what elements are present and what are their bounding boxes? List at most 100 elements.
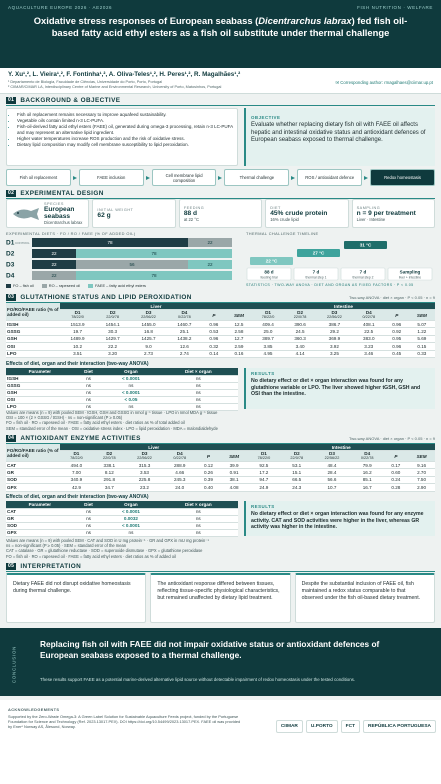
- card-value: 88 d: [183, 209, 198, 217]
- design-card: SAMPLING n = 9 per treatment Liver · Intes…: [351, 199, 436, 228]
- heading: EXPERIMENTAL DESIGN: [20, 190, 104, 197]
- design-card: DIET 45% crude protein 16% crude lipid: [265, 199, 349, 228]
- timeline-step: [293, 267, 339, 281]
- section-number: 01: [6, 97, 17, 104]
- parameter: GSH: [6, 335, 60, 344]
- timeline-step: [340, 267, 386, 281]
- interpretation-cards: Dietary FAEE did not disrupt oxidative h…: [6, 573, 435, 623]
- cell: 24.9: [247, 483, 281, 492]
- bullet-list: Fish oil replacement remains necessary t…: [7, 109, 237, 148]
- data-row: GSH 1489.9 1429.7 1425.7 1438.2 0.96 12.7 389.7…: [6, 335, 435, 344]
- diet-name: D1: [265, 310, 271, 315]
- diet-ratio: 0/22/78: [178, 315, 191, 319]
- statistics: STATISTICS · TWO-WAY ANOVA · DIET AND OR…: [246, 283, 414, 287]
- cell: 25.0: [252, 327, 285, 336]
- cell: 9.16: [408, 461, 435, 470]
- section-number: 04: [6, 435, 17, 442]
- cell: 0.60: [383, 468, 409, 477]
- objective-label: OBJECTIVE: [251, 115, 281, 120]
- diet-segment: [76, 249, 232, 258]
- diet-segment: [76, 271, 232, 280]
- section-heading: 02 EXPERIMENTAL DESIGN: [6, 189, 435, 199]
- parameter: LPO: [6, 350, 60, 358]
- timeline-step: [246, 267, 292, 281]
- header-row: Parameter Diet Organ Diet × organ: [6, 368, 238, 376]
- effect-cell: ns: [158, 529, 238, 537]
- diet-name: D4: [365, 310, 372, 315]
- cell: 0.24: [383, 476, 409, 485]
- parameter: tGSH: [6, 375, 74, 383]
- diet-ratio: 22/0/78: [290, 456, 304, 460]
- effects-header: Diet × organ: [158, 368, 238, 376]
- header-row: Parameter Diet Organ Diet × organ: [6, 501, 238, 509]
- results-box: RESULTS No dietary effect or diet × organ…: [244, 501, 435, 536]
- effect-cell: ns: [158, 389, 238, 397]
- cell: 0.95: [384, 335, 409, 344]
- effect-cell: < 0.0001: [103, 522, 159, 530]
- parameter: LPO: [6, 403, 74, 411]
- parameter: GR: [6, 515, 74, 523]
- diet-header: D1 78/22/0: [247, 450, 281, 462]
- cell: 0.33: [408, 350, 435, 358]
- diet-label: D3: [6, 262, 15, 269]
- timeline-title: THERMAL CHALLENGE TIMELINE: [246, 231, 319, 236]
- card-label: FEEDING: [183, 205, 205, 210]
- timeline-step: [387, 267, 433, 281]
- cell: 2.70: [408, 468, 435, 477]
- stat-header: SEM: [220, 450, 248, 462]
- cell: 288.9: [163, 461, 197, 470]
- cell: 5.69: [408, 335, 435, 344]
- header: AQUACULTURE EUROPE 2026 · AE2026 FISH NU…: [0, 0, 441, 68]
- group-header: Liver: [60, 444, 248, 451]
- diet-segment: [76, 260, 188, 269]
- effect-cell: ns: [73, 515, 104, 523]
- legend-swatch: [88, 283, 94, 288]
- card-sub: Liver · Intestine: [356, 216, 386, 222]
- parameter: SOD: [6, 476, 60, 485]
- stat-header: SEM: [225, 309, 252, 321]
- title-part: ) fed fish oil-based fatty acid ethyl es…: [51, 15, 408, 38]
- card-value: European seabass: [44, 206, 75, 220]
- cell: 3.51: [60, 350, 96, 358]
- effect-cell: ns: [103, 382, 159, 390]
- diet-header: D1 78/22/0: [60, 309, 96, 321]
- cell: 85.1: [350, 476, 384, 485]
- diet-segment: [32, 238, 188, 247]
- diet-name: D3: [141, 451, 148, 456]
- diet-header: D4 0/22/78: [163, 450, 197, 462]
- cell: 389.7: [252, 335, 285, 344]
- cell: 494.0: [60, 461, 93, 470]
- cell: 28.4: [313, 468, 351, 477]
- cell: 2.58: [225, 327, 252, 336]
- cell: 383.0: [352, 335, 385, 344]
- diet-ratio: 78/22/0: [261, 315, 275, 319]
- diet-segment: [188, 260, 232, 269]
- stat-header: P: [201, 309, 226, 321]
- cell: 0.96: [201, 320, 226, 329]
- design-cards: SPECIES European seabass Dicentrarchus lab…: [6, 199, 436, 228]
- diet-header: D4 0/22/78: [350, 450, 384, 462]
- diet-label: D4: [6, 273, 15, 280]
- logo: CIIMAR: [275, 720, 303, 733]
- flow-step: FAEE inclusion: [78, 169, 144, 186]
- design-card: INITIAL WEIGHT 62 g: [92, 199, 176, 228]
- header-row: FO/RO/FAEE ratio (% of added oil) Liver In…: [6, 303, 435, 321]
- step-duration: 7 d: [313, 269, 320, 274]
- data-row: GR 7.00 8.12 3.53 4.66 0.26 0.91 17.2 15.1 28.4 16…: [6, 468, 435, 477]
- flow-step: Thermal challenge: [224, 169, 290, 186]
- effect-cell: < 0.0001: [103, 508, 159, 516]
- stat-header: P: [196, 450, 221, 462]
- card-sub: 16% crude lipid: [270, 216, 299, 222]
- diet-ratio: 22/56/22: [327, 315, 342, 319]
- diet-ratio: 22/56/22: [141, 315, 156, 319]
- effects-row: GPX ns ns ns: [6, 529, 238, 537]
- cell: 386.7: [316, 320, 353, 329]
- diet-header: D3 22/56/22: [125, 450, 164, 462]
- effect-cell: < 0.05: [103, 396, 159, 404]
- diet-header: D4 0/22/78: [352, 309, 385, 321]
- cell: 3.40: [284, 342, 317, 351]
- bullets-box: Fish oil replacement remains necessary t…: [6, 108, 238, 166]
- flow-step: ROS / antioxidant defence: [297, 169, 363, 186]
- cell: 10.2: [60, 342, 96, 351]
